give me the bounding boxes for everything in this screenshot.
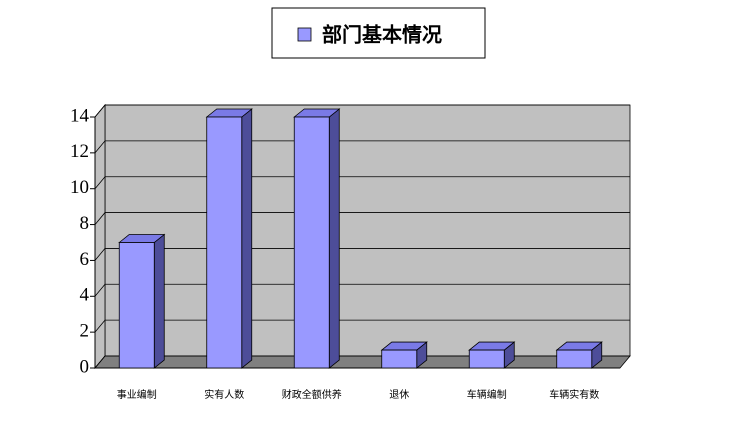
grid-line	[94, 140, 630, 154]
y-tick-label: 0	[80, 356, 90, 377]
grid-line	[94, 212, 630, 225]
grid-line	[94, 176, 630, 189]
floor	[94, 355, 631, 369]
y-tick-label: 8	[80, 213, 90, 234]
y-tick-label: 14	[70, 105, 90, 126]
x-tick-label: 财政全额供养	[282, 388, 342, 401]
bar	[206, 116, 243, 369]
grid-line	[94, 319, 630, 333]
bar	[556, 349, 593, 369]
x-tick-label: 车辆编制	[467, 388, 507, 401]
x-tick-label: 退休	[389, 389, 409, 401]
bar	[118, 242, 155, 369]
grid-line	[94, 283, 630, 297]
x-tick-label: 实有人数	[204, 388, 244, 401]
y-tick-label: 6	[80, 249, 90, 270]
legend-swatch	[297, 27, 312, 42]
bar	[381, 349, 418, 369]
legend-label: 部门基本情况	[322, 23, 442, 47]
y-tick-label: 10	[70, 177, 89, 198]
x-tick-label: 事业编制	[117, 388, 157, 401]
grid-line	[94, 248, 630, 261]
y-tick-label: 12	[70, 141, 89, 162]
x-tick-label: 车辆实有数	[549, 388, 599, 401]
side-wall	[94, 103, 106, 370]
bar	[468, 349, 505, 369]
bar-side	[153, 233, 165, 369]
y-tick-label: 4	[80, 285, 90, 306]
y-tick-label: 2	[80, 321, 90, 342]
bar-side	[328, 108, 340, 369]
back-wall	[104, 104, 631, 357]
bar	[293, 116, 330, 369]
bar-side	[241, 108, 253, 369]
grid-line	[94, 104, 630, 118]
grid-line	[94, 355, 630, 369]
